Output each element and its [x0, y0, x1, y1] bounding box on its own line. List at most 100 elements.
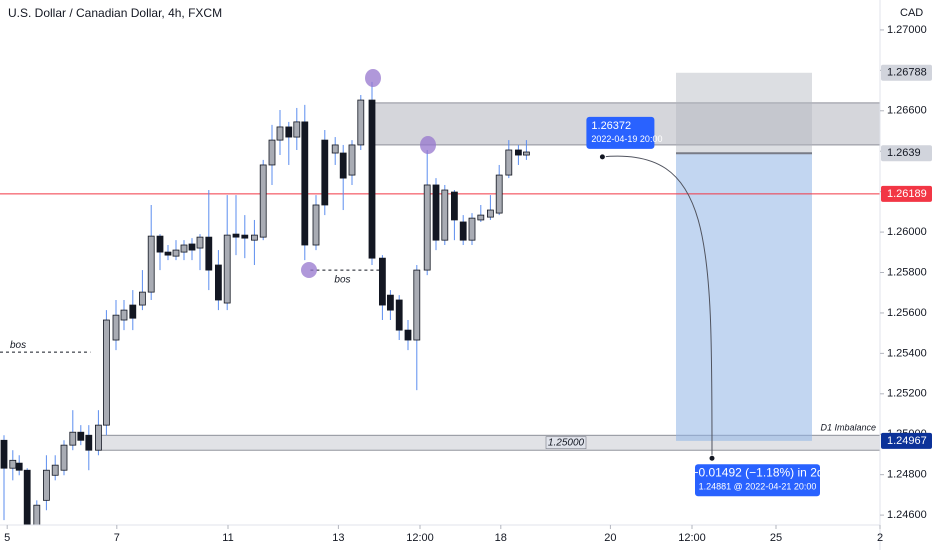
candle-body [441, 189, 449, 241]
candle-body [321, 139, 329, 206]
callout-box [586, 116, 655, 149]
y-tick-label: 1.26000 [887, 226, 927, 238]
candle-body [432, 184, 440, 241]
x-tick-label: 20 [604, 532, 616, 544]
y-tick-label: 1.25800 [887, 266, 927, 278]
candle-body [214, 264, 222, 301]
highlight-circle [420, 136, 436, 154]
candle-body [450, 191, 458, 221]
price-label: 1.24967 [887, 435, 927, 447]
candle-body [15, 462, 23, 471]
x-tick-label: 2 [877, 532, 883, 544]
candle-body [495, 174, 503, 214]
x-tick-label: 7 [114, 532, 120, 544]
candle-body [95, 424, 102, 451]
candle-body [423, 184, 431, 271]
candle-body [505, 149, 513, 176]
candle-body [23, 469, 31, 525]
zone-label-box [545, 436, 587, 450]
callout-box [695, 464, 820, 497]
highlights [301, 69, 436, 278]
candle-body [69, 431, 77, 446]
price-label: 1.2639 [887, 147, 921, 159]
candle-body [164, 251, 172, 256]
price-label: 1.26788 [887, 67, 927, 79]
y-tick-label: 1.25200 [887, 388, 927, 400]
callout-point [708, 454, 716, 462]
x-tick-label: 12:00 [406, 532, 434, 544]
candle-body [378, 257, 386, 306]
candle-body [77, 431, 85, 441]
candle-body [259, 164, 267, 238]
candle-body [120, 309, 128, 321]
candle-body [147, 235, 155, 293]
candle-body [459, 221, 467, 241]
candle-body [312, 204, 320, 246]
candle-body [523, 151, 530, 156]
candle-body [180, 244, 188, 253]
candle-body [196, 236, 204, 249]
price-label-box [881, 432, 932, 449]
candle-body [172, 249, 180, 257]
price-label-box [881, 64, 932, 81]
candle-body [60, 444, 68, 471]
target-zone [676, 72, 812, 154]
candle-body [477, 214, 485, 221]
x-tick-label: 12:00 [678, 532, 706, 544]
candle-body [232, 233, 240, 238]
candle-body [515, 149, 522, 156]
candle-body [51, 464, 59, 476]
y-tick-label: 1.25400 [887, 347, 927, 359]
y-tick-label: 1.26600 [887, 105, 927, 117]
candle-body [468, 217, 476, 241]
candle-body [205, 236, 213, 271]
callout-text: 1.24881 @ 2022-04-21 20:00 [699, 482, 817, 492]
highlight-circle [301, 262, 317, 278]
candle-body [404, 329, 412, 341]
candle-body [386, 294, 394, 311]
candle-body [285, 126, 293, 138]
candle-body [293, 121, 301, 138]
candle-body [339, 152, 347, 179]
x-tick-label: 18 [495, 532, 507, 544]
bos-label: bos [334, 275, 350, 286]
zone-note: D1 Imbalance [820, 423, 876, 433]
callout-text: 1.26372 [591, 120, 631, 132]
bos-label: bos [10, 340, 26, 351]
price-label: 1.26189 [887, 188, 927, 200]
candle-body [188, 243, 196, 251]
x-tick-label: 13 [332, 532, 344, 544]
price-label-box [881, 145, 932, 162]
callout-point [598, 153, 606, 161]
plot-area: 1.25000 D1 Imbalance bos bos [0, 72, 880, 525]
y-tick-label: 1.24600 [887, 509, 927, 521]
callout-text: −0.01492 (−1.18%) in 2d [691, 465, 823, 479]
candle-body [357, 99, 365, 146]
candle-body [103, 319, 110, 426]
candle-body [413, 269, 421, 341]
currency-label: CAD [900, 7, 923, 19]
candle-body [331, 144, 339, 154]
x-tick-label: 25 [770, 532, 782, 544]
candle-body [223, 234, 231, 304]
candle-body [33, 504, 41, 525]
zone-label: 1.25000 [548, 437, 585, 448]
chart-title: U.S. Dollar / Canadian Dollar, 4h, FXCM [8, 6, 222, 20]
highlight-circle [365, 69, 381, 87]
candle-body [368, 99, 376, 259]
candle-body [276, 126, 284, 141]
y-tick-label: 1.27000 [887, 24, 927, 36]
candle-body [250, 234, 258, 241]
y-tick-label: 1.25600 [887, 307, 927, 319]
candle-body [301, 121, 309, 246]
candle-body [85, 434, 93, 451]
candle-body [241, 234, 249, 239]
candle-body [0, 439, 8, 469]
candle-body [395, 299, 403, 331]
callout-text: 2022-04-19 20:00 [591, 134, 662, 144]
candle-body [156, 235, 164, 253]
candle-body [348, 144, 356, 176]
candle-body [486, 209, 494, 218]
stop-zone [676, 153, 812, 441]
candle-body [129, 304, 137, 319]
